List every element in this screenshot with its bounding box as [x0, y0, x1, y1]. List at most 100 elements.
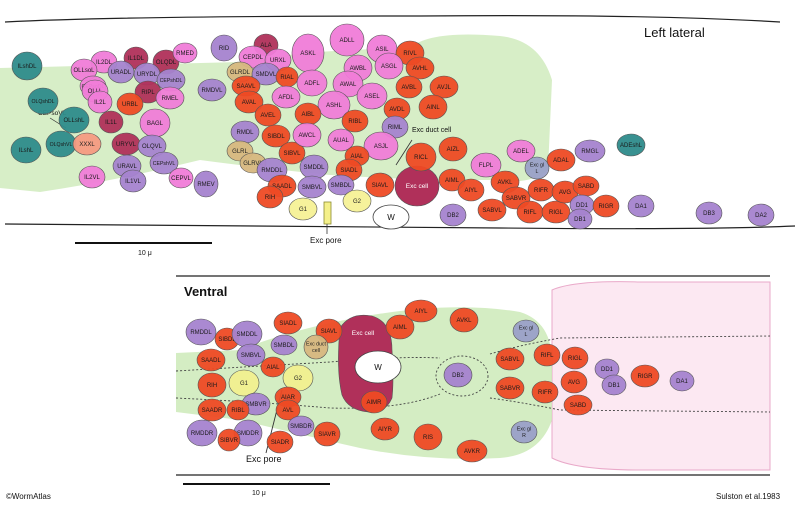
ventral-cell-saadr: SAADR — [198, 399, 226, 421]
ventral-cell-db1: DB1 — [602, 375, 626, 395]
cell-label: URAVL — [117, 164, 137, 170]
cell-label: ASJL — [374, 144, 389, 150]
cell-label: RIH — [207, 383, 217, 389]
top-cell-askl: ASKL — [292, 34, 324, 72]
top-cell-ilshdl: ILshDL — [12, 52, 42, 80]
top-cell-rifl: RIFL — [517, 201, 543, 223]
ventral-cell-g1: G1 — [229, 370, 259, 396]
top-cell-db3: DB3 — [696, 202, 722, 224]
cell-label: ALA — [260, 43, 271, 49]
cell-label: RIBL — [231, 408, 245, 414]
cell-label: AWAL — [340, 82, 357, 88]
exc-pore-label-top: Exc pore — [310, 236, 342, 245]
cell-label: RMDDL — [190, 330, 212, 336]
cell-label: RIGR — [638, 374, 654, 380]
top-cell-rifr: RIFR — [528, 179, 554, 201]
cell-label: DD1 — [576, 203, 589, 209]
exc-pore-label-bottom: Exc pore — [246, 454, 282, 464]
top-cell-rmev: RMEV — [194, 171, 218, 197]
cell-label: AIZL — [447, 147, 460, 153]
top-cell-adeshl: ADEshL — [617, 134, 645, 156]
top-cell-db1: DB1 — [568, 209, 592, 229]
top-cell-g1: G1 — [289, 198, 317, 220]
cell-label: RIBL — [348, 119, 362, 125]
ventral-cell-smbvl: SMBVL — [237, 344, 265, 366]
ventral-cell-ribl: RIBL — [227, 400, 249, 420]
cell-label: AINL — [426, 105, 440, 111]
top-cell-da2: DA2 — [748, 204, 774, 226]
top-cell-rih: RIH — [257, 186, 283, 208]
cell-label: ASKL — [300, 51, 316, 57]
top-cell-rial: RIAL — [276, 67, 298, 87]
cell-label: ILshDL — [17, 64, 37, 70]
cell-label: SABVR — [506, 196, 527, 202]
top-cell-adll: ADLL — [330, 24, 364, 56]
cell-label: ADEshL — [620, 143, 643, 149]
ventral-cell-aiyr: AIYR — [371, 418, 399, 440]
top-cell-adfl: ADFL — [297, 70, 327, 96]
cell-label: OLQVL — [142, 144, 163, 150]
top-cell-rmed: RMED — [173, 43, 197, 63]
cell-label: IL2VL — [84, 175, 100, 181]
scale-label-bottom: 10 μ — [252, 490, 266, 497]
cell-label: AIYL — [464, 188, 478, 194]
cell-label: DB2 — [447, 213, 459, 219]
top-cell-sabvl: SABVL — [478, 199, 506, 221]
ventral-cell-rigr: RIGR — [631, 365, 659, 387]
cell-label: AVJL — [437, 85, 452, 91]
cell-label: URYDL — [137, 72, 158, 78]
top-cell-aizl: AIZL — [439, 137, 467, 161]
cell-label: DA1 — [635, 204, 647, 210]
cell-label: RIH — [265, 195, 275, 201]
cell-label: URADL — [111, 70, 132, 76]
ventral-cell-sabvl: SABVL — [496, 348, 524, 370]
ventral-cell-avkl: AVKL — [450, 308, 478, 332]
cell-label: AVG — [568, 380, 581, 386]
top-cell-il2vl: IL2VL — [79, 166, 105, 188]
top-cell-ricl: RICL — [406, 143, 436, 171]
top-cell-db2: DB2 — [440, 204, 466, 226]
cell-label: L — [536, 169, 539, 175]
top-cell-asel: ASEL — [357, 83, 387, 109]
citation: Sulston et al.1983 — [716, 492, 781, 501]
ventral-cell-siadr: SIADR — [267, 431, 293, 453]
w-cell-top-label: W — [387, 213, 395, 222]
cell-label: RMDL — [236, 130, 254, 136]
panel-ventral: Ventral 10 μ Exc pore Exc cellW RMDDLSIB… — [176, 276, 770, 497]
cell-label: CEPVL — [171, 176, 191, 182]
cell-label: AVHL — [412, 66, 428, 72]
cell-label: RIFL — [523, 210, 537, 216]
ventral-cell-siadl: SIADL — [274, 312, 302, 334]
cell-label: OLQDL — [156, 60, 177, 66]
cell-label: SIBDL — [267, 134, 285, 140]
ventral-cell-sibvr: SIBVR — [218, 429, 240, 451]
cell-label: RIVL — [403, 51, 417, 57]
cell-label: IL1VL — [125, 179, 141, 185]
cell-label: RMEV — [197, 182, 214, 188]
cell-label: SMBVL — [302, 185, 323, 191]
cell-label: AVDL — [389, 107, 405, 113]
cell-label: DA2 — [755, 213, 767, 219]
ventral-cell-siavr: SIAVR — [314, 422, 340, 446]
cell-label: AVL — [283, 408, 295, 414]
cell-label: SMBDR — [290, 424, 312, 430]
cell-label: SIAVL — [372, 183, 389, 189]
cell-label: OLLsoL — [73, 68, 95, 74]
cell-label: SABVL — [482, 208, 502, 214]
cell-label: SIADL — [279, 321, 297, 327]
cell-label: IL2L — [94, 100, 106, 106]
top-cell-xxxl: XXXL — [73, 133, 101, 155]
cell-label: ADFL — [304, 81, 320, 87]
ventral-cell-exc-gl-l: Exc glL — [513, 320, 539, 342]
cell-label: AIAL — [266, 365, 280, 371]
ventral-cell-avg: AVG — [561, 371, 587, 393]
ventral-cell-rigl: RIGL — [562, 347, 588, 369]
cell-label: AVKL — [498, 180, 514, 186]
cell-label: RIGR — [599, 204, 615, 210]
cell-label: DB1 — [574, 217, 586, 223]
cell-label: AIBL — [301, 112, 315, 118]
top-cell-exc-gl-l: Exc glL — [525, 157, 549, 179]
cell-label: SMBDL — [274, 343, 295, 349]
cell-label: SMBDL — [331, 183, 352, 189]
